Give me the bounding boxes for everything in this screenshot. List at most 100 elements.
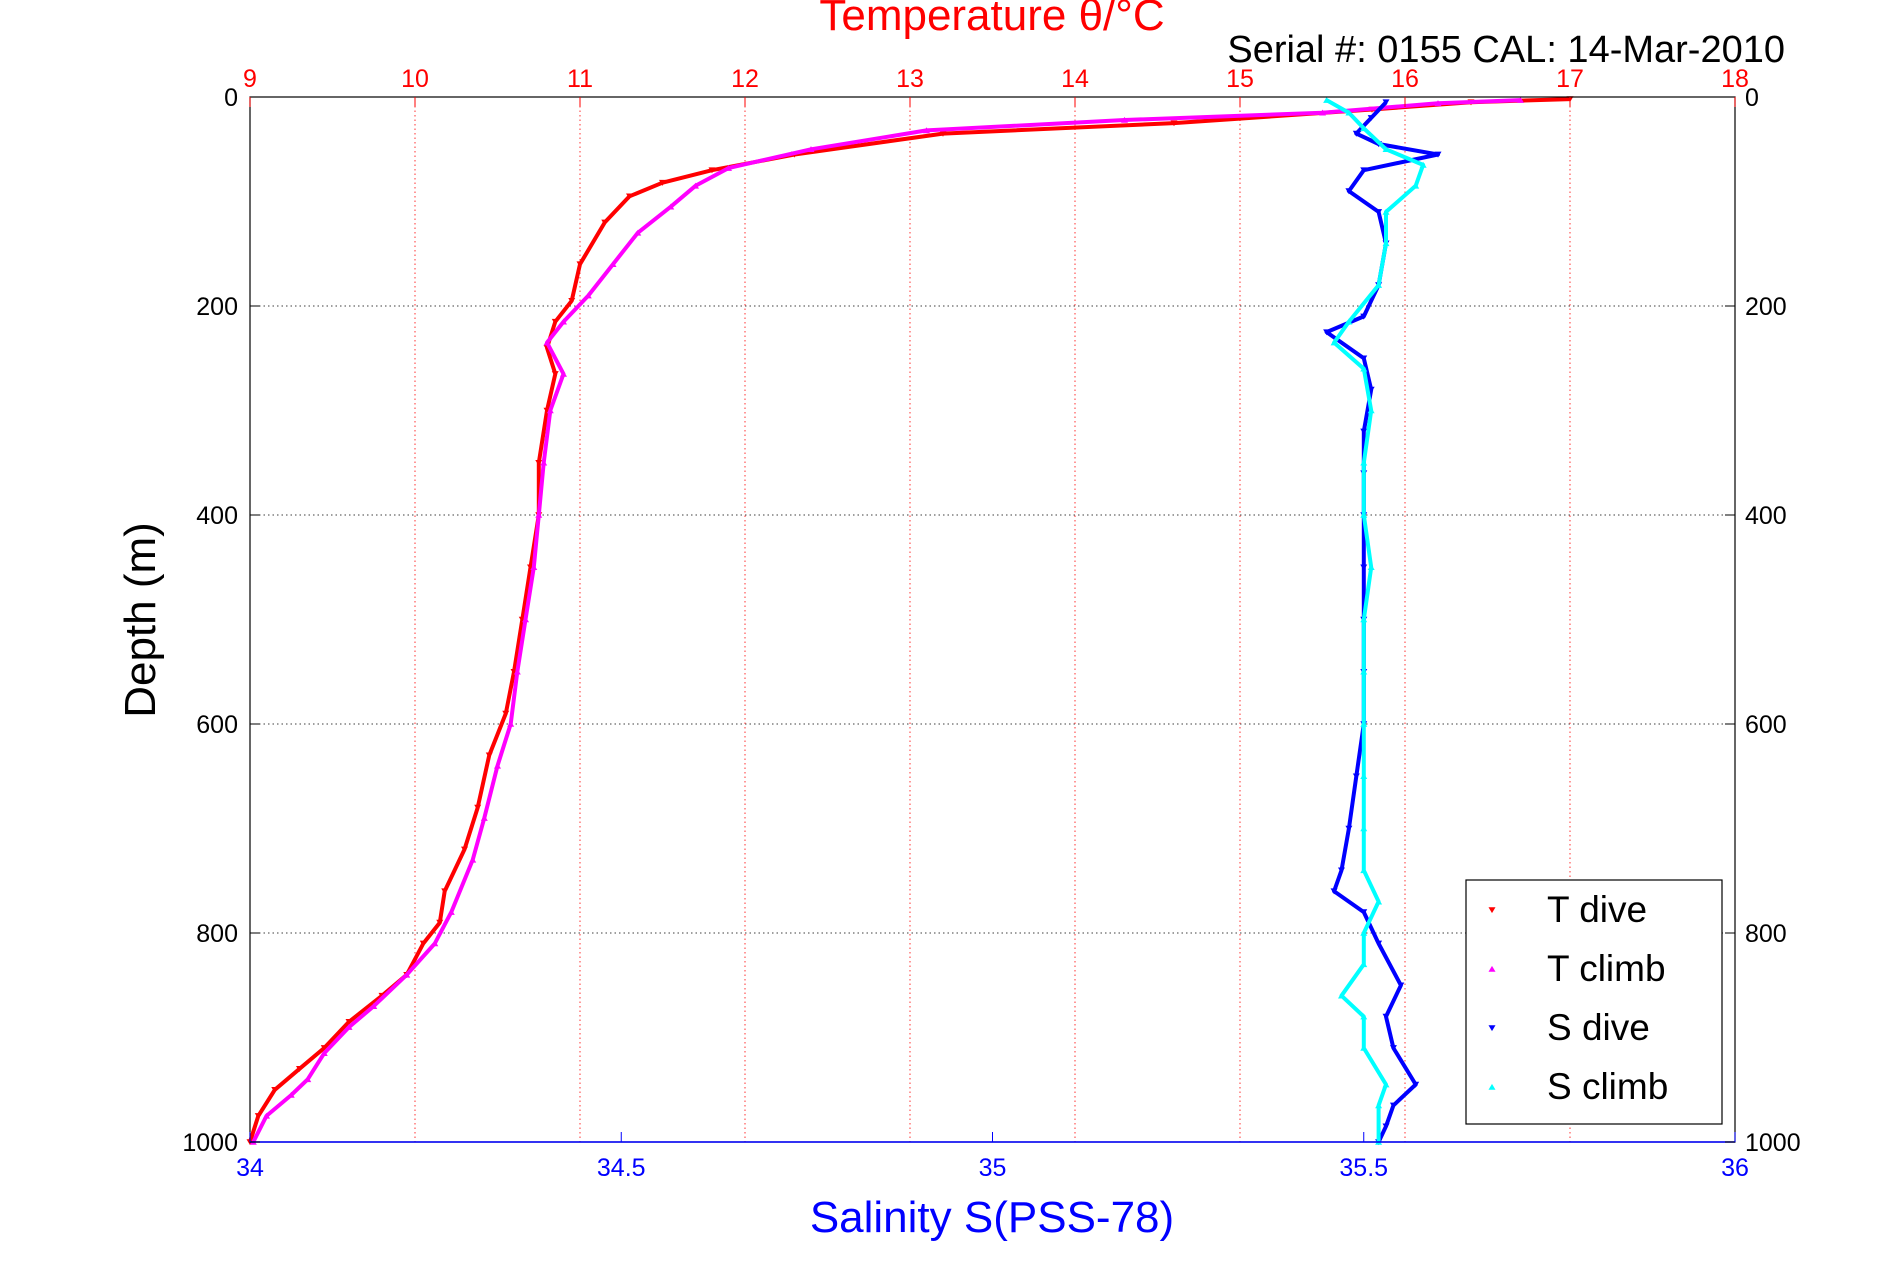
salinity-tick-label: 36 xyxy=(1721,1154,1749,1182)
data-point-t-dive xyxy=(474,804,482,811)
data-point-s-climb xyxy=(1360,1013,1368,1020)
data-point-t-climb xyxy=(725,164,732,171)
depth-tick-label-right: 600 xyxy=(1745,711,1787,739)
temperature-tick-label: 16 xyxy=(1391,65,1419,93)
data-point-t-dive xyxy=(551,318,559,325)
data-point-s-climb xyxy=(1323,96,1331,103)
data-point-t-climb xyxy=(634,229,642,236)
salinity-tick-label: 35.5 xyxy=(1339,1154,1388,1182)
legend-box xyxy=(1465,879,1723,1125)
data-point-s-dive xyxy=(1375,940,1383,947)
temperature-tick-label: 15 xyxy=(1226,65,1254,93)
data-point-t-dive xyxy=(535,459,543,466)
data-point-s-dive xyxy=(1345,188,1353,195)
legend-marker-t-dive xyxy=(1488,907,1496,914)
legend-label: S dive xyxy=(1547,1007,1650,1048)
data-point-s-climb xyxy=(1419,161,1427,168)
data-point-s-dive xyxy=(1389,1045,1397,1052)
data-point-s-dive xyxy=(1360,428,1368,435)
data-point-t-dive xyxy=(576,261,584,268)
data-point-s-climb xyxy=(1360,1044,1368,1051)
data-point-t-climb xyxy=(546,407,554,414)
data-point-t-climb xyxy=(1434,100,1442,107)
data-point-s-dive xyxy=(1412,1081,1420,1088)
depth-tick-label-left: 1000 xyxy=(182,1129,238,1157)
data-point-t-dive xyxy=(551,371,559,378)
gridlines xyxy=(250,97,1735,1142)
data-point-s-dive xyxy=(1367,115,1375,122)
data-point-t-climb xyxy=(560,318,567,325)
data-point-t-dive xyxy=(939,130,947,137)
series-line-s-climb xyxy=(1325,98,1426,1142)
data-point-t-climb xyxy=(480,814,488,821)
data-point-t-climb xyxy=(692,182,699,189)
temperature-tick-label: 13 xyxy=(896,65,924,93)
data-point-s-climb xyxy=(1345,109,1353,116)
y-axis-label: Depth (m) xyxy=(116,522,165,718)
data-point-t-climb xyxy=(667,203,675,210)
data-point-s-dive xyxy=(1360,355,1368,362)
data-point-s-dive xyxy=(1337,867,1345,874)
series-t-climb xyxy=(249,96,1524,1145)
data-point-t-dive xyxy=(568,297,576,304)
salinity-tick-label: 35 xyxy=(979,1154,1007,1182)
data-point-t-climb xyxy=(304,1076,312,1083)
depth-tick-label-left: 600 xyxy=(196,711,238,739)
data-point-s-climb xyxy=(1367,407,1375,414)
data-point-s-climb xyxy=(1360,668,1368,675)
data-point-t-dive xyxy=(708,167,716,174)
data-point-t-dive xyxy=(485,752,493,759)
data-point-t-climb xyxy=(447,908,455,915)
data-point-t-climb xyxy=(370,1003,378,1009)
data-point-t-dive xyxy=(461,846,468,853)
data-point-s-dive xyxy=(1352,773,1360,780)
data-point-s-dive xyxy=(1360,313,1368,320)
depth-tick-label-left: 400 xyxy=(196,502,238,530)
data-point-s-climb xyxy=(1382,240,1390,247)
data-point-t-climb xyxy=(522,616,530,623)
data-point-t-climb xyxy=(469,856,477,863)
temperature-tick-label: 10 xyxy=(401,65,429,93)
data-point-s-climb xyxy=(1360,365,1368,372)
data-point-t-climb xyxy=(431,940,439,947)
data-point-s-climb xyxy=(1367,564,1375,571)
depth-tick-label-left: 800 xyxy=(196,920,238,948)
legend-marker-s-climb xyxy=(1488,1083,1496,1090)
depth-tick-label-right: 1000 xyxy=(1745,1129,1801,1157)
data-point-t-climb xyxy=(513,668,521,675)
chart-title: Temperature θ/°C xyxy=(819,0,1164,40)
series-s-climb xyxy=(1323,96,1427,1145)
axes: 0 0 200 200 400 400 600 600 800 800 1000 1000 9 10 11 1… xyxy=(182,65,1800,1182)
legend-label: T dive xyxy=(1547,889,1647,930)
data-point-s-climb xyxy=(1360,459,1368,466)
data-point-t-dive xyxy=(626,193,633,200)
data-point-s-dive xyxy=(1382,99,1390,106)
data-point-t-dive xyxy=(254,1113,262,1120)
depth-tick-label-left: 0 xyxy=(224,84,238,112)
data-point-s-dive xyxy=(1352,130,1360,137)
temperature-tick-label: 14 xyxy=(1061,65,1089,93)
data-point-t-dive xyxy=(502,710,510,717)
data-point-s-climb xyxy=(1375,1102,1383,1109)
data-point-s-climb xyxy=(1382,146,1390,153)
chart-subtitle: Serial #: 0155 CAL: 14-Mar-2010 xyxy=(1227,29,1785,71)
data-point-s-climb xyxy=(1375,898,1383,905)
temperature-tick-label: 11 xyxy=(567,65,593,93)
data-point-t-dive xyxy=(1170,120,1178,127)
series-t-dive xyxy=(246,96,1574,1146)
data-point-t-dive xyxy=(320,1045,328,1052)
data-point-s-dive xyxy=(1330,888,1338,895)
data-point-s-dive xyxy=(1382,1123,1390,1130)
data-point-s-climb xyxy=(1382,208,1390,215)
data-point-t-climb xyxy=(1319,109,1326,116)
data-point-t-dive xyxy=(271,1086,279,1093)
data-point-s-climb xyxy=(1330,339,1338,346)
data-point-s-climb xyxy=(1360,125,1368,132)
legend-label: S climb xyxy=(1547,1066,1668,1107)
depth-tick-label-right: 200 xyxy=(1745,293,1787,321)
data-point-t-climb xyxy=(345,1023,353,1030)
data-point-s-dive xyxy=(1367,386,1375,393)
data-point-s-dive xyxy=(1397,982,1405,989)
data-point-t-dive xyxy=(419,940,427,947)
